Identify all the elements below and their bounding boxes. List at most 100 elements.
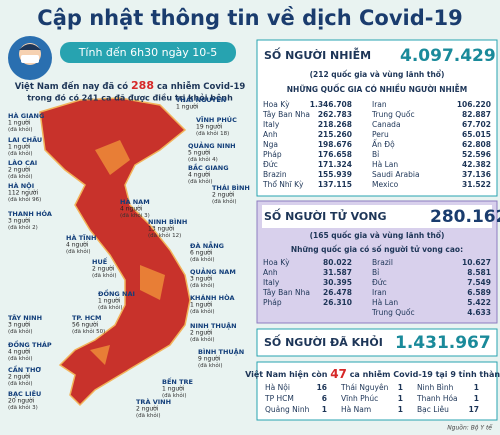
- province-recovered: (đã khỏi): [190, 282, 214, 289]
- active-province-count: 6: [322, 394, 327, 403]
- province-name: QUẢNG NINH: [188, 140, 236, 150]
- country-value: 42.382: [462, 160, 491, 169]
- active-province-count: 1: [398, 405, 403, 414]
- country-value: 30.395: [323, 278, 352, 287]
- active-province-count: 1: [474, 394, 479, 403]
- province-recovered: (đã khỏi): [162, 392, 186, 399]
- province-recovered: (đã khỏi): [8, 126, 32, 133]
- country-name: Italy: [263, 120, 280, 129]
- country-name: Mexico: [372, 180, 399, 189]
- province-name: ĐỒNG NAI: [98, 288, 135, 298]
- active-province-name: Quảng Ninh: [265, 405, 310, 414]
- province-recovered: (đã khỏi): [8, 150, 32, 157]
- active-count: 47: [330, 367, 347, 381]
- province-recovered: (đã khỏi): [92, 272, 116, 279]
- country-name: Hoa Kỳ: [263, 258, 290, 267]
- province-name: BÌNH THUẬN: [198, 347, 244, 356]
- province-recovered: (đã khỏi): [212, 198, 236, 205]
- country-name: Saudi Arabia: [372, 170, 420, 179]
- country-name: Đức: [263, 160, 278, 169]
- country-value: 106.220: [457, 100, 491, 109]
- country-value: 80.022: [323, 258, 352, 267]
- province-name: BẾN TRE: [162, 376, 193, 386]
- deaths-label: SỐ NGƯỜI TỬ VONG: [264, 208, 387, 223]
- province-name: TÂY NINH: [8, 313, 42, 322]
- country-value: 215.260: [318, 130, 352, 139]
- province-recovered: (đã khỏi 18): [196, 130, 229, 137]
- active-tail: ca nhiễm Covid-19 tại 9 tỉnh thành:: [350, 369, 500, 379]
- doctor-icon: [8, 36, 52, 80]
- deaths-scope: (165 quốc gia và vùng lãnh thổ): [310, 231, 445, 240]
- country-name: Bỉ: [372, 268, 379, 277]
- active-province-count: 16: [317, 383, 327, 392]
- active-province-name: Bạc Liêu: [417, 405, 449, 414]
- infected-total: 4.097.429: [400, 46, 496, 66]
- active-province-count: 1: [398, 383, 403, 392]
- country-value: 171.324: [318, 160, 352, 169]
- province-name: ĐÀ NẴNG: [190, 240, 224, 250]
- province-cases: 112 người: [8, 190, 38, 197]
- infected-scope: (212 quốc gia và vùng lãnh thổ): [310, 70, 445, 79]
- province-cases: 20 người: [8, 398, 35, 405]
- country-value: 137.115: [318, 180, 352, 189]
- country-value: 155.939: [318, 170, 352, 179]
- province-cases: 1 người: [98, 298, 121, 305]
- province-cases: 4 người: [188, 172, 211, 179]
- province-recovered: (đã khỏi 96): [8, 196, 41, 203]
- province-name: HUẾ: [92, 256, 108, 266]
- province-cases: 6 người: [190, 250, 213, 257]
- province-name: THÁI BÌNH: [212, 183, 250, 192]
- country-name: Pháp: [263, 298, 282, 307]
- province-name: LÀO CAI: [8, 158, 37, 167]
- infected-label: SỐ NGƯỜI NHIỄM: [264, 47, 371, 62]
- province-cases: 19 người: [196, 124, 223, 131]
- province-cases: 13 người: [148, 226, 175, 233]
- country-name: Ấn Độ: [372, 139, 395, 149]
- country-name: Bỉ: [372, 150, 379, 159]
- deaths-total: 280.162: [430, 207, 500, 227]
- province-cases: 2 người: [8, 167, 31, 174]
- date-badge: [60, 42, 236, 63]
- province-cases: 1 người: [190, 302, 213, 309]
- province-recovered: (đã khỏi 3): [8, 404, 38, 411]
- country-value: 26.310: [323, 298, 352, 307]
- country-name: Canada: [372, 120, 401, 129]
- province-cases: 56 người: [72, 322, 99, 329]
- province-name: HÀ TĨNH: [66, 233, 96, 242]
- active-province-count: 17: [469, 405, 479, 414]
- province-recovered: (đã khỏi 12): [148, 232, 181, 239]
- province-cases: 2 người: [212, 192, 235, 199]
- country-value: 8.581: [467, 268, 491, 277]
- province-name: LAI CHÂU: [8, 135, 42, 144]
- summary-cases: 288: [131, 79, 154, 92]
- province-recovered: (đã khỏi 2): [8, 224, 38, 231]
- summary-line: Việt Nam đến nay đã có 288 ca nhiễm Covi…: [15, 79, 246, 92]
- country-name: Đức: [372, 278, 387, 287]
- province-recovered: (đã khỏi): [190, 336, 214, 343]
- active-lead: Việt Nam hiện còn: [245, 369, 328, 379]
- province-recovered: (đã khỏi 3): [120, 212, 150, 219]
- country-name: Tây Ban Nha: [262, 110, 310, 119]
- province-cases: 3 người: [190, 276, 213, 283]
- province-name: CẦN THƠ: [8, 364, 41, 374]
- province-cases: 3 người: [8, 322, 31, 329]
- province-name: THANH HÓA: [8, 209, 52, 218]
- province-recovered: (đã khỏi): [190, 256, 214, 263]
- country-name: Tây Ban Nha: [262, 288, 310, 297]
- date-badge-text: Tính đến 6h30 ngày 10-5: [78, 46, 218, 59]
- province-recovered: (đã khỏi): [8, 355, 32, 362]
- province-cases: 4 người: [66, 242, 89, 249]
- province-recovered: (đã khỏi 50): [72, 328, 105, 335]
- country-name: Brazil: [372, 258, 393, 267]
- country-value: 31.587: [323, 268, 352, 277]
- active-province-name: TP HCM: [264, 394, 294, 403]
- province-name: HÀ GIANG: [8, 111, 44, 120]
- province-recovered: (đã khỏi): [188, 178, 212, 185]
- country-name: Nga: [263, 140, 278, 149]
- summary-line2: trong đó có 241 ca đã được điều trị khỏi…: [27, 93, 233, 103]
- active-line: Việt Nam hiện còn 47 ca nhiễm Covid-19 t…: [245, 367, 500, 381]
- province-cases: 1 người: [162, 386, 185, 393]
- active-province-count: 1: [322, 405, 327, 414]
- country-name: Iran: [372, 100, 387, 109]
